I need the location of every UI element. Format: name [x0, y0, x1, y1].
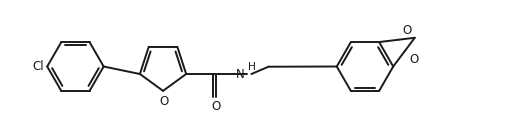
Text: O: O	[212, 100, 221, 113]
Text: O: O	[403, 24, 412, 37]
Text: N: N	[236, 68, 245, 80]
Text: Cl: Cl	[32, 60, 44, 73]
Text: O: O	[409, 53, 418, 66]
Text: H: H	[248, 62, 257, 72]
Text: O: O	[159, 95, 169, 108]
